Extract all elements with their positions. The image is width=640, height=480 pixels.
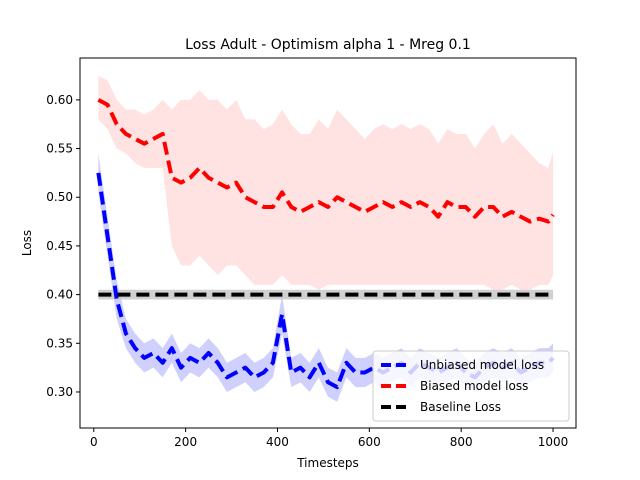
y-tick-label: 0.30	[46, 385, 73, 399]
x-tick-label: 0	[90, 435, 98, 449]
x-tick-label: 800	[450, 435, 473, 449]
y-tick-label: 0.40	[46, 288, 73, 302]
y-tick-label: 0.35	[46, 336, 73, 350]
y-axis-label: Loss	[20, 230, 34, 256]
x-tick-label: 600	[358, 435, 381, 449]
legend-label-unbiased: Unbiased model loss	[420, 358, 544, 372]
biased-model-loss-line	[97, 98, 555, 224]
y-axis-ticks: 0.30 0.35 0.40 0.45 0.50 0.55 0.60	[46, 93, 80, 399]
legend-label-biased: Biased model loss	[420, 379, 528, 393]
plot-area	[79, 57, 577, 429]
x-axis-label: Timesteps	[296, 456, 359, 470]
legend-box	[372, 350, 570, 422]
legend-label-baseline: Baseline Loss	[420, 400, 501, 414]
x-axis-ticks: 0 200 400 600 800 1000	[90, 428, 568, 449]
unbiased-model-loss-line	[96, 172, 555, 390]
chart-title: Loss Adult - Optimism alpha 1 - Mreg 0.1	[185, 37, 471, 53]
y-tick-label: 0.50	[46, 190, 73, 204]
baseline-loss-band	[98, 289, 554, 300]
y-tick-label: 0.45	[46, 239, 73, 253]
x-tick-label: 1000	[538, 435, 569, 449]
biased-model-loss-band	[98, 75, 554, 290]
x-tick-label: 400	[266, 435, 289, 449]
y-tick-label: 0.60	[46, 93, 73, 107]
series-lines	[96, 98, 555, 390]
plot-frame	[79, 57, 577, 429]
legend: Unbiased model loss Biased model loss Ba…	[372, 350, 570, 422]
x-tick-label: 200	[174, 435, 197, 449]
y-tick-label: 0.55	[46, 142, 73, 156]
